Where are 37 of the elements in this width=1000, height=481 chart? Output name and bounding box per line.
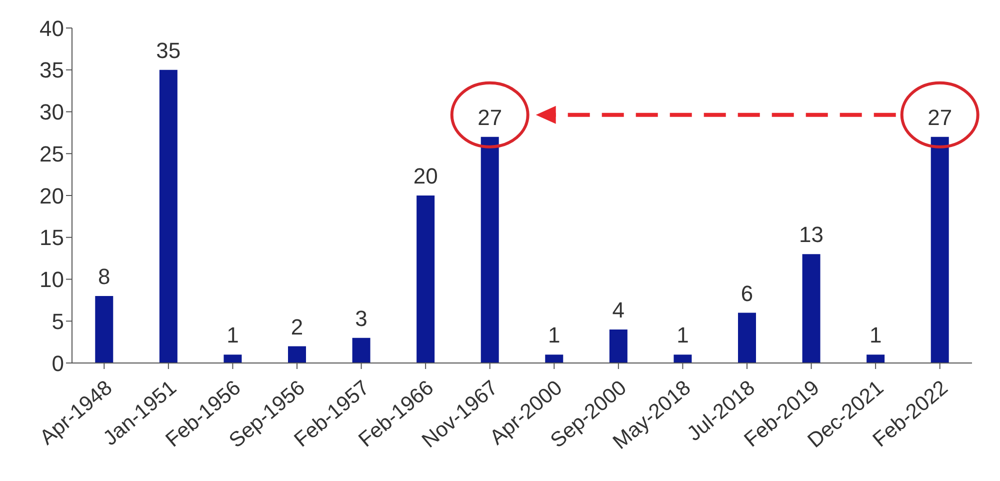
data-label: 1 (869, 322, 882, 348)
y-tick-label: 15 (40, 225, 64, 250)
y-tick-label: 20 (40, 183, 64, 208)
bar (224, 354, 242, 363)
data-label: 8 (98, 264, 110, 289)
bar (352, 338, 370, 363)
bar (802, 254, 820, 363)
y-tick-label: 25 (40, 141, 64, 166)
bar (95, 296, 114, 363)
data-label: 1 (676, 322, 689, 348)
y-tick-label: 35 (40, 58, 64, 83)
data-label: 13 (799, 222, 824, 248)
data-label: 27 (478, 104, 502, 130)
y-tick-label: 30 (40, 100, 64, 125)
data-label: 35 (156, 38, 181, 63)
bar (416, 196, 435, 363)
y-tick-label: 5 (52, 308, 64, 334)
data-label: 1 (226, 322, 239, 348)
data-label: 1 (548, 322, 560, 348)
data-label: 2 (290, 314, 304, 340)
bar (738, 312, 756, 363)
bar (480, 136, 499, 363)
bar (288, 346, 306, 363)
bar (866, 354, 885, 363)
bar (930, 136, 949, 363)
data-label: 20 (413, 164, 438, 188)
y-tick-label: 0 (52, 350, 64, 376)
data-label: 27 (928, 104, 952, 130)
bar (609, 330, 628, 363)
data-label: 4 (612, 298, 625, 322)
data-label: 6 (740, 280, 754, 306)
bar (674, 354, 692, 363)
bar (159, 70, 178, 363)
bar (545, 354, 564, 363)
data-label: 3 (355, 306, 368, 331)
y-tick-label: 40 (40, 16, 64, 41)
y-tick-label: 10 (40, 267, 64, 292)
